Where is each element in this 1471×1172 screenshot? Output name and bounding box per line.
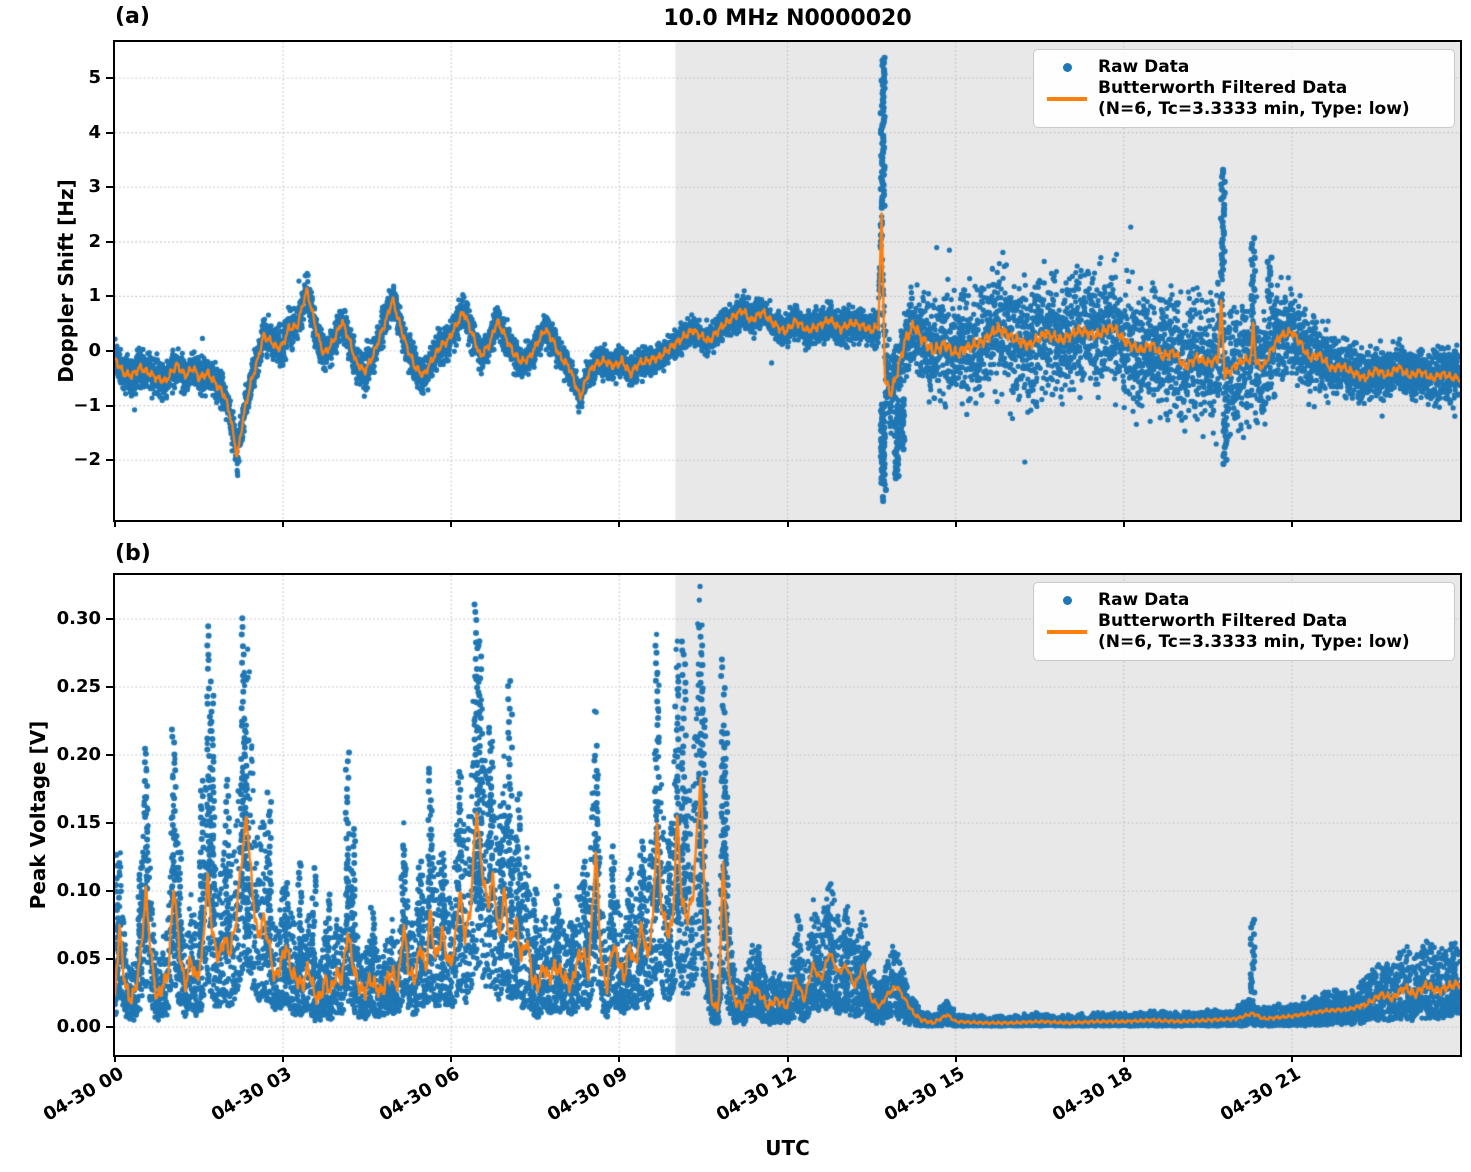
- y-tick-mark: [106, 77, 113, 80]
- legend-filtered-label: Butterworth Filtered Data (N=6, Tc=3.333…: [1090, 611, 1410, 653]
- legend-raw-row: Raw Data: [1044, 590, 1446, 611]
- y-tick-mark: [106, 295, 113, 298]
- y-tick-mark: [106, 686, 113, 689]
- x-tick-label-text: 04-30 09: [544, 1063, 632, 1126]
- x-tick-mark: [114, 1055, 116, 1062]
- legend-filtered-label-line1: Butterworth Filtered Data: [1098, 611, 1348, 631]
- x-tick-mark: [450, 520, 453, 527]
- x-tick-label-text: 04-30 18: [1048, 1063, 1137, 1126]
- y-tick-label: 0.00: [56, 1015, 101, 1037]
- x-tick-mark: [450, 1055, 453, 1062]
- y-tick-label: −1: [73, 394, 101, 416]
- x-tick-mark: [786, 1055, 789, 1062]
- y-tick-mark: [106, 618, 113, 621]
- y-tick-mark: [106, 754, 113, 757]
- x-tick-label-text: 04-30 03: [208, 1063, 296, 1126]
- y-tick-label: 0.05: [56, 948, 101, 969]
- y-tick-label: −2: [73, 449, 101, 471]
- legend-b: Raw Data Butterworth Filtered Data (N=6,…: [1033, 582, 1455, 661]
- y-tick-label: 4: [88, 121, 101, 143]
- y-tick-label: 5: [88, 67, 101, 89]
- x-tick-mark: [954, 520, 957, 527]
- legend-filtered-label-line2: (N=6, Tc=3.3333 min, Type: low): [1098, 99, 1410, 119]
- x-tick-mark: [618, 1055, 621, 1062]
- panel-a-label: (a): [115, 4, 150, 29]
- panel-b-label: (b): [115, 541, 151, 566]
- y-tick-label: 0.20: [56, 744, 101, 766]
- legend-filtered-label: Butterworth Filtered Data (N=6, Tc=3.333…: [1090, 78, 1410, 120]
- y-tick-mark: [106, 958, 113, 960]
- filtered-line-marker-icon: [1044, 97, 1090, 101]
- x-axis-label-utc: UTC: [765, 1136, 810, 1160]
- legend-filtered-label-line2: (N=6, Tc=3.3333 min, Type: low): [1098, 632, 1410, 652]
- legend-a: Raw Data Butterworth Filtered Data (N=6,…: [1033, 49, 1455, 128]
- x-tick-label-text: 04-30 15: [880, 1063, 969, 1126]
- x-tick-mark: [282, 520, 285, 527]
- raw-data-marker-icon: [1044, 63, 1090, 72]
- y-tick-label: 3: [88, 176, 101, 198]
- x-tick-mark: [282, 1055, 285, 1062]
- x-tick-mark: [1122, 520, 1125, 527]
- legend-raw-label: Raw Data: [1098, 590, 1190, 610]
- y-tick-label: 2: [88, 230, 101, 252]
- legend-filtered-label-line1: Butterworth Filtered Data: [1098, 78, 1348, 98]
- y-tick-mark: [106, 1025, 113, 1028]
- figure-title: 10.0 MHz N0000020: [663, 6, 912, 31]
- x-tick-mark: [1290, 1055, 1293, 1062]
- y-tick-label: 0.25: [56, 676, 101, 698]
- legend-raw-row: Raw Data: [1044, 57, 1446, 78]
- x-tick-mark: [1290, 520, 1293, 527]
- x-tick-mark: [954, 1055, 957, 1062]
- x-tick-mark: [618, 520, 621, 527]
- y-tick-label: 0.15: [56, 812, 101, 834]
- y-tick-mark: [106, 350, 113, 353]
- x-tick-label-text: 04-30 06: [376, 1063, 464, 1126]
- x-tick-label-text: 04-30 21: [1216, 1063, 1305, 1126]
- y-tick-mark: [106, 459, 113, 462]
- x-tick-mark: [1122, 1055, 1125, 1062]
- y-tick-mark: [106, 131, 113, 134]
- legend-filtered-row: Butterworth Filtered Data (N=6, Tc=3.333…: [1044, 78, 1446, 120]
- x-tick-label-text: 04-30 12: [712, 1063, 800, 1126]
- y-tick-label: 1: [88, 285, 101, 307]
- y-tick-mark: [106, 404, 113, 407]
- y-tick-label: 0.10: [56, 880, 101, 901]
- x-tick-mark: [786, 520, 789, 527]
- y-tick-label: 0: [88, 340, 101, 362]
- legend-filtered-row: Butterworth Filtered Data (N=6, Tc=3.333…: [1044, 611, 1446, 653]
- y-tick-label: 0.30: [56, 608, 101, 630]
- voltage-panel: Raw Data Butterworth Filtered Data (N=6,…: [113, 573, 1462, 1057]
- y-tick-mark: [106, 186, 113, 189]
- y-tick-mark: [106, 890, 113, 892]
- y-tick-mark: [106, 240, 113, 243]
- x-tick-mark: [114, 520, 116, 527]
- x-tick-label-text: 04-30 00: [40, 1063, 128, 1126]
- filtered-line-marker-icon: [1044, 630, 1090, 634]
- doppler-panel: Raw Data Butterworth Filtered Data (N=6,…: [113, 40, 1462, 522]
- raw-data-marker-icon: [1044, 596, 1090, 605]
- y-tick-mark: [106, 822, 113, 825]
- legend-raw-label: Raw Data: [1098, 57, 1190, 77]
